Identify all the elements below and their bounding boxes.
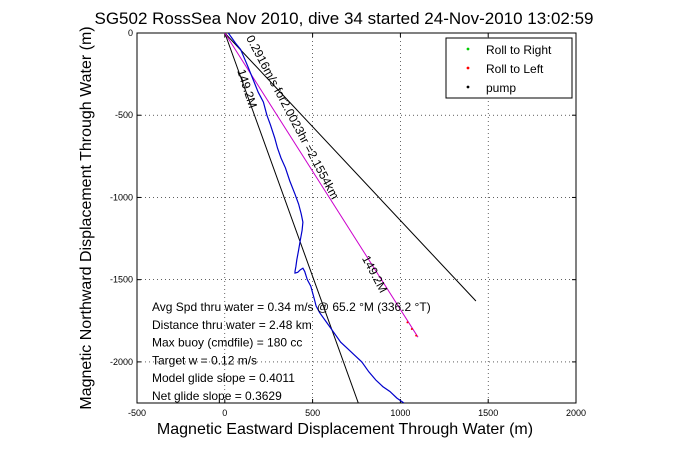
x-axis: -500 0 500 1000 1500 2000 [128,33,586,418]
heading-line [224,33,419,338]
x-tick-label: 500 [305,408,320,418]
dive-track [227,33,405,403]
y-tick-label: -500 [115,110,133,120]
x-tick-label: 1000 [390,408,410,418]
y-tick-label: -1000 [110,192,133,202]
stats-line: Distance thru water = 2.48 km [152,318,312,332]
x-tick-label: 1500 [478,408,498,418]
y-tick-label: -1500 [110,275,133,285]
y-axis: 0 -500 -1000 -1500 -2000 [110,28,576,367]
cone-line-upper [224,33,477,302]
chart-title: SG502 RossSea Nov 2010, dive 34 started … [95,9,594,28]
roll-left-mark [415,334,418,337]
roll-left-mark [406,321,409,324]
stats-line: Net glide slope = 0.3629 [152,389,282,403]
legend-label: Roll to Left [486,62,544,76]
cone-line-lower [224,33,359,403]
stats-line: Max buoy (cmdfile) = 180 cc [152,336,302,350]
y-tick-label: 0 [128,28,133,38]
roll-left-marks [406,321,418,337]
legend-marker [466,85,470,89]
y-axis-label: Magnetic Northward Displacement Through … [78,26,95,409]
legend: Roll to Right Roll to Left pump [445,37,573,99]
legend-marker [466,66,470,70]
roll-left-mark [410,328,413,330]
x-tick-label: -500 [128,408,146,418]
legend-label: pump [486,81,516,95]
legend-marker [466,47,470,51]
x-tick-label: 2000 [566,408,586,418]
stats-line: Target w = 0.12 m/s [152,353,257,367]
y-tick-label: -2000 [110,357,133,367]
x-axis-label: Magnetic Eastward Displacement Through W… [157,421,533,438]
stats-line: Avg Spd thru water = 0.34 m/s @ 65.2 °M … [152,300,431,314]
x-tick-label: 0 [222,408,227,418]
grid [136,32,577,403]
stats-line: Model glide slope = 0.4011 [152,371,295,385]
stats-block: Avg Spd thru water = 0.34 m/s @ 65.2 °M … [152,300,431,403]
legend-label: Roll to Right [486,43,552,57]
